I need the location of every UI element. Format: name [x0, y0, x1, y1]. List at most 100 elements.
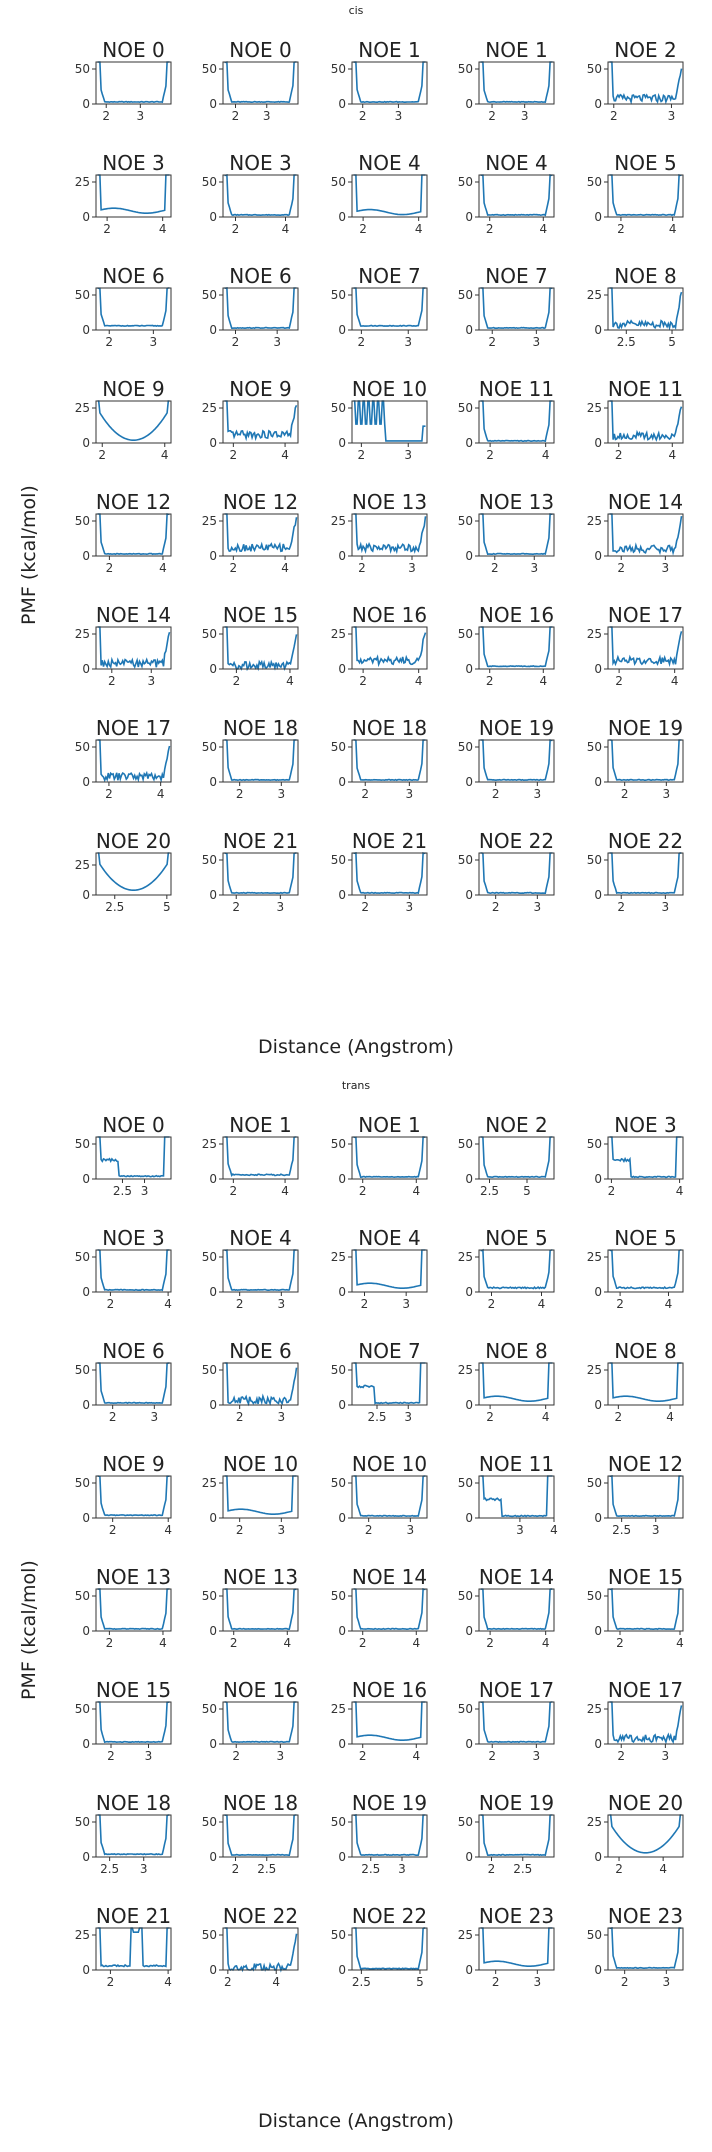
x-tick-label: 2 [109, 1410, 117, 1424]
panel-frame [607, 513, 684, 557]
pmf-line [609, 400, 683, 442]
panel-frame [478, 400, 555, 444]
y-tick-label: 0 [338, 1624, 346, 1638]
panel-frame [607, 1814, 684, 1858]
x-tick-label: 5 [163, 900, 171, 914]
panel-title: NOE 8 [614, 1339, 676, 1363]
x-tick-label: 3 [662, 561, 670, 575]
x-tick-label: 3 [150, 335, 158, 349]
pmf-line [609, 1475, 682, 1518]
x-tick-label: 2 [107, 1297, 115, 1311]
panel-frame [607, 1249, 684, 1293]
y-tick-label: 50 [202, 1589, 217, 1603]
panel-frame [222, 1588, 299, 1632]
pmf-line [224, 1701, 297, 1744]
panel-frame [607, 626, 684, 670]
x-tick-label: 4 [665, 1297, 673, 1311]
y-tick-label: 50 [331, 1589, 346, 1603]
pmf-line [609, 739, 682, 782]
y-tick-label: 50 [331, 175, 346, 189]
x-tick-label: 4 [550, 1523, 558, 1537]
panel-frame [478, 626, 555, 670]
y-tick-label: 50 [75, 1476, 90, 1490]
panel-title: NOE 20 [96, 829, 171, 853]
x-tick-label: 3 [406, 787, 414, 801]
panel-frame [351, 1701, 428, 1745]
y-tick-label: 50 [331, 62, 346, 76]
x-tick-label: 2 [608, 1184, 616, 1198]
y-tick-label: 0 [594, 97, 602, 111]
panel-title: NOE 16 [223, 1678, 298, 1702]
y-tick-label: 50 [75, 288, 90, 302]
x-tick-label: 3 [277, 900, 285, 914]
panel-title: NOE 19 [352, 1791, 427, 1815]
x-tick-label: 3 [402, 1297, 410, 1311]
x-tick-label: 4 [283, 1636, 291, 1650]
y-tick-label: 25 [587, 401, 602, 415]
panel-title: NOE 4 [358, 151, 420, 175]
x-tick-label: 2.5 [480, 1184, 499, 1198]
panel-title: NOE 17 [608, 1678, 683, 1702]
panel-title: NOE 18 [223, 1791, 298, 1815]
pmf-line [97, 513, 170, 556]
x-tick-label: 2 [359, 1636, 367, 1650]
pmf-line [224, 1475, 297, 1515]
y-tick-label: 0 [209, 1398, 217, 1412]
pmf-line [609, 1587, 682, 1631]
y-tick-label: 50 [458, 1589, 473, 1603]
panel-title: NOE 18 [352, 716, 427, 740]
x-tick-label: 3 [141, 1184, 149, 1198]
x-tick-label: 4 [412, 1184, 420, 1198]
pmf-line [353, 1475, 426, 1518]
x-tick-label: 2 [230, 448, 238, 462]
y-tick-label: 0 [338, 1850, 346, 1864]
panel-frame [351, 1927, 428, 1971]
x-tick-label: 2 [105, 787, 113, 801]
panel-title: NOE 11 [608, 377, 683, 401]
y-tick-label: 25 [458, 1250, 473, 1264]
pmf-line [609, 1136, 682, 1179]
x-tick-label: 4 [659, 1862, 667, 1876]
panel-title: NOE 0 [102, 1113, 164, 1137]
panel-frame [607, 1136, 684, 1180]
panel-title: NOE 8 [614, 264, 676, 288]
x-tick-label: 2 [230, 1184, 238, 1198]
panel-frame [222, 287, 299, 331]
panel-title: NOE 14 [608, 490, 683, 514]
panel-frame [351, 1475, 428, 1519]
x-tick-label: 2 [107, 1975, 115, 1989]
cis-section-title: cis [348, 4, 364, 17]
pmf-line [97, 1136, 170, 1178]
panel-frame [607, 739, 684, 783]
y-tick-label: 50 [587, 175, 602, 189]
panel-title: NOE 6 [229, 264, 291, 288]
x-tick-label: 2 [616, 1297, 624, 1311]
panel-frame [95, 626, 172, 670]
y-tick-label: 0 [465, 1624, 473, 1638]
y-tick-label: 0 [465, 1737, 473, 1751]
x-tick-label: 4 [281, 1184, 289, 1198]
x-tick-label: 3 [534, 1975, 542, 1989]
pmf-line [353, 1136, 426, 1179]
panel-title: NOE 23 [479, 1904, 554, 1928]
y-tick-label: 0 [594, 775, 602, 789]
panel-frame [607, 1701, 684, 1745]
y-tick-label: 0 [465, 210, 473, 224]
x-tick-label: 2 [358, 335, 366, 349]
x-tick-label: 2 [488, 1297, 496, 1311]
x-tick-label: 4 [666, 1410, 674, 1424]
x-tick-label: 2 [615, 448, 623, 462]
y-tick-label: 50 [202, 1363, 217, 1377]
x-tick-label: 4 [542, 448, 550, 462]
x-tick-label: 3 [662, 1749, 670, 1763]
y-tick-label: 25 [587, 514, 602, 528]
pmf-line [480, 1136, 553, 1179]
cis-x-axis-label: Distance (Angstrom) [258, 1036, 454, 1058]
panel-title: NOE 21 [223, 829, 298, 853]
panel-title: NOE 13 [352, 490, 427, 514]
x-tick-label: 4 [542, 1410, 550, 1424]
panel-frame [478, 1249, 555, 1293]
x-tick-label: 4 [539, 674, 547, 688]
y-tick-label: 50 [202, 175, 217, 189]
